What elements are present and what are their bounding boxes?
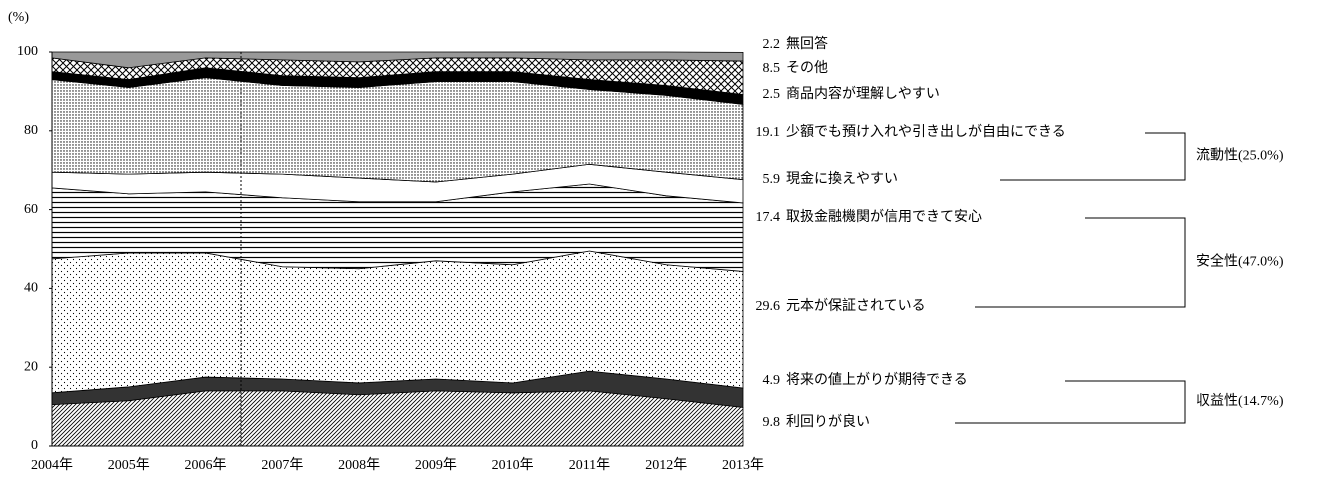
x-tick-label: 2007年 <box>261 457 303 473</box>
area <box>51 390 744 447</box>
x-tick-label: 2012年 <box>645 457 687 473</box>
group-label: 収益性(14.7%) <box>1196 393 1284 409</box>
x-tick-label: 2004年 <box>31 457 73 473</box>
y-tick-label: 100 <box>17 44 38 59</box>
value-label: 19.1 <box>756 125 781 140</box>
x-tick-label: 2011年 <box>569 457 610 473</box>
x-tick-label: 2005年 <box>108 457 150 473</box>
area <box>51 250 744 394</box>
x-tick-label: 2010年 <box>492 457 534 473</box>
y-tick-label: 20 <box>24 359 38 374</box>
legend-label: 利回りが良い <box>786 414 870 430</box>
value-label: 8.5 <box>763 61 781 76</box>
bracket <box>975 217 1186 308</box>
bracket <box>955 380 1186 424</box>
value-label: 17.4 <box>756 210 781 225</box>
legend-label: 取扱金融機関が信用できて安心 <box>786 209 982 225</box>
x-tick-label: 2006年 <box>185 457 227 473</box>
y-tick-label: 0 <box>31 438 38 453</box>
legend-label: その他 <box>786 60 828 76</box>
legend-label: 無回答 <box>786 35 828 52</box>
x-tick-label: 2013年 <box>722 457 764 473</box>
y-tick-label: 60 <box>24 202 38 217</box>
area <box>51 51 744 69</box>
bracket <box>1000 132 1186 181</box>
x-tick-label: 2008年 <box>338 457 380 473</box>
legend-label: 商品内容が理解しやすい <box>786 85 940 102</box>
y-axis-label: (%) <box>8 10 29 25</box>
x-tick-label: 2009年 <box>415 457 457 473</box>
legend-label: 現金に換えやすい <box>786 171 898 187</box>
value-label: 4.9 <box>763 373 781 388</box>
value-label: 9.8 <box>763 415 781 430</box>
y-tick-label: 80 <box>24 123 38 138</box>
value-label: 29.6 <box>756 299 781 314</box>
legend-label: 元本が保証されている <box>786 298 926 314</box>
group-label: 流動性(25.0%) <box>1196 148 1284 164</box>
y-tick-label: 40 <box>24 281 38 296</box>
value-label: 2.2 <box>763 37 781 52</box>
value-label: 2.5 <box>763 87 781 102</box>
legend-label: 将来の値上がりが期待できる <box>786 372 968 388</box>
group-label: 安全性(47.0%) <box>1196 253 1284 270</box>
value-label: 5.9 <box>763 172 781 187</box>
legend-label: 少額でも預け入れや引き出しが自由にできる <box>786 124 1066 140</box>
